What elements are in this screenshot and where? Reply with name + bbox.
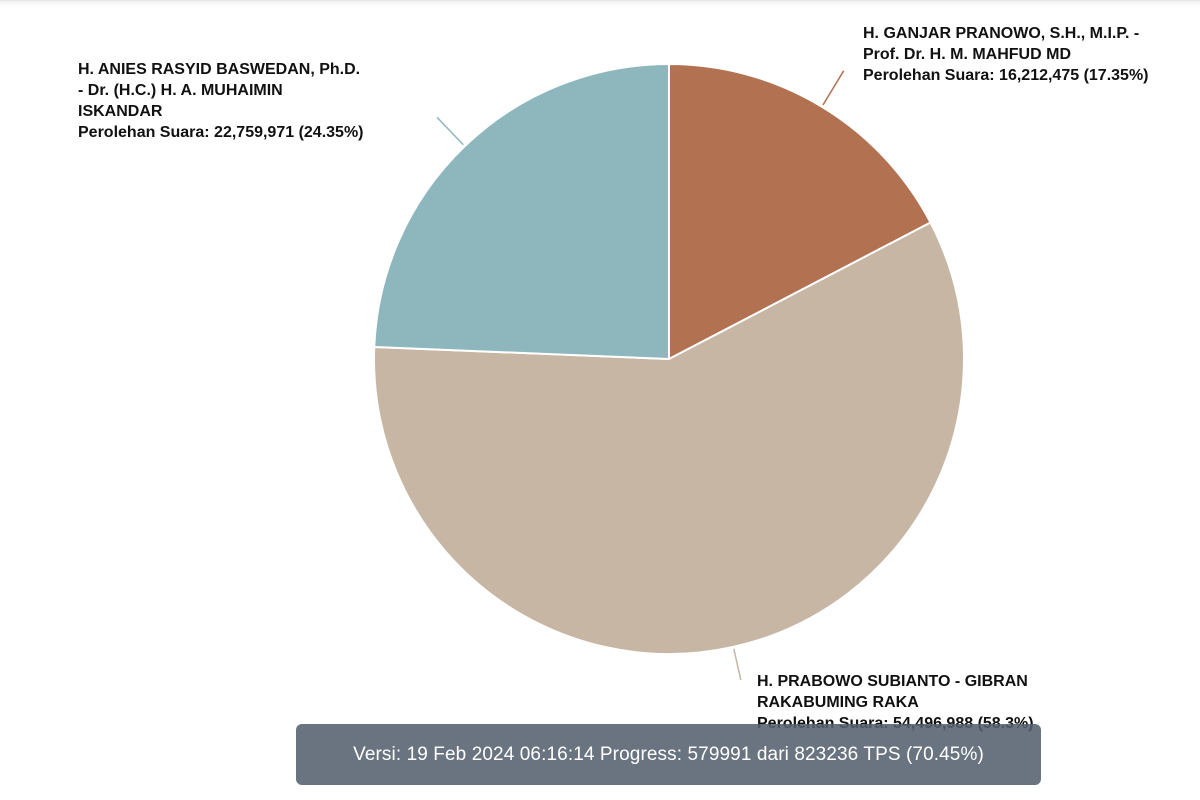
pie-slice-prabowo[interactable] — [373, 221, 966, 655]
pie-slice-anies[interactable] — [373, 63, 670, 360]
slice-label-anies-votes: Perolehan Suara: 22,759,971 (24.35%) — [78, 124, 364, 141]
leader-line-ganjar — [822, 70, 845, 106]
leader-line-anies — [436, 116, 464, 146]
slice-label-ganjar: H. GANJAR PRANOWO, S.H., M.I.P. - Prof. … — [863, 23, 1149, 86]
slice-label-ganjar-name-1: H. GANJAR PRANOWO, S.H., M.I.P. - — [863, 25, 1140, 42]
top-divider — [0, 0, 1200, 7]
slice-label-prabowo-name-1: H. PRABOWO SUBIANTO - GIBRAN — [757, 673, 1028, 690]
slice-label-ganjar-votes: Perolehan Suara: 16,212,475 (17.35%) — [863, 67, 1149, 84]
pie-slice-ganjar[interactable] — [668, 63, 932, 360]
label-leader-lines — [436, 70, 845, 681]
pie-slices — [373, 63, 966, 655]
slice-label-prabowo-name-2: RAKABUMING RAKA — [757, 694, 919, 711]
slice-label-anies: H. ANIES RASYID BASWEDAN, Ph.D. - Dr. (H… — [78, 59, 364, 143]
slice-label-ganjar-name-2: Prof. Dr. H. M. MAHFUD MD — [863, 46, 1071, 63]
slice-label-anies-name-1: H. ANIES RASYID BASWEDAN, Ph.D. — [78, 61, 361, 78]
slice-label-anies-name-2: - Dr. (H.C.) H. A. MUHAIMIN — [78, 82, 283, 99]
version-progress-bar: Versi: 19 Feb 2024 06:16:14 Progress: 57… — [296, 724, 1041, 785]
slice-label-anies-name-3: ISKANDAR — [78, 103, 163, 120]
version-progress-text: Versi: 19 Feb 2024 06:16:14 Progress: 57… — [353, 743, 984, 765]
leader-line-prabowo — [733, 648, 742, 681]
